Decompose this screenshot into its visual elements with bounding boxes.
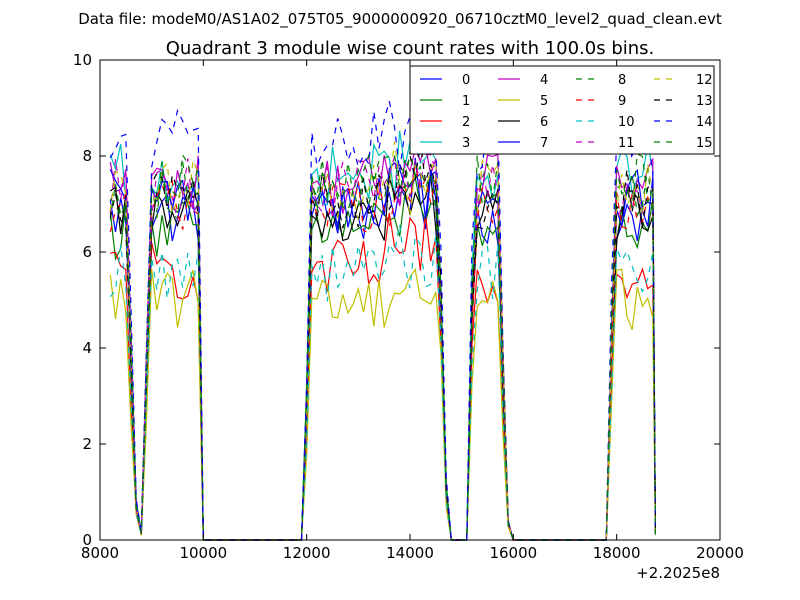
legend-label-11: 11 <box>618 136 635 151</box>
x-tick-label: 16000 <box>489 544 537 562</box>
legend-label-12: 12 <box>696 73 713 88</box>
legend-label-2: 2 <box>462 115 470 130</box>
legend-label-15: 15 <box>696 136 713 151</box>
series-line-8 <box>109 159 657 541</box>
series-line-13 <box>109 141 657 541</box>
y-tick-label: 8 <box>82 147 92 165</box>
legend-label-0: 0 <box>462 73 470 88</box>
chart-title: Quadrant 3 module wise count rates with … <box>166 38 655 59</box>
legend-label-5: 5 <box>540 94 548 109</box>
y-tick-label: 2 <box>82 435 92 453</box>
figure-suptitle: Data file: modeM0/AS1A02_075T05_90000009… <box>78 10 722 29</box>
legend-label-13: 13 <box>696 94 713 109</box>
legend-label-14: 14 <box>696 115 713 130</box>
y-tick-label: 0 <box>82 531 92 549</box>
series-line-5 <box>109 267 656 541</box>
legend-label-7: 7 <box>540 136 548 151</box>
series-line-12 <box>109 141 657 541</box>
series-line-6 <box>109 174 657 541</box>
series-line-14 <box>109 101 657 541</box>
legend-label-9: 9 <box>618 94 626 109</box>
y-tick-label: 6 <box>82 243 92 261</box>
legend-label-8: 8 <box>618 73 626 88</box>
x-tick-label: 10000 <box>179 544 227 562</box>
x-tick-label: 20000 <box>696 544 744 562</box>
series-line-2 <box>110 212 656 541</box>
x-axis-offset-label: +2.2025e8 <box>636 564 720 582</box>
x-tick-label: 14000 <box>386 544 434 562</box>
series-line-11 <box>109 153 657 541</box>
y-tick-label: 4 <box>82 339 92 357</box>
y-tick-label: 10 <box>73 51 92 69</box>
legend-label-1: 1 <box>462 94 470 109</box>
series-line-1 <box>109 175 657 541</box>
axis-ticks: 8000 10000 12000 14000 16000 18000 20000 0 2 4 6 8 1… <box>73 51 744 562</box>
series-layer <box>109 101 657 541</box>
x-tick-label: 12000 <box>283 544 331 562</box>
series-line-0 <box>109 157 657 541</box>
legend-box <box>409 65 715 155</box>
x-tick-label: 8000 <box>81 544 119 562</box>
legend-label-3: 3 <box>462 136 470 151</box>
legend-label-6: 6 <box>540 115 548 130</box>
x-tick-label: 18000 <box>593 544 641 562</box>
legend-label-4: 4 <box>540 73 548 88</box>
legend-label-10: 10 <box>618 115 635 130</box>
